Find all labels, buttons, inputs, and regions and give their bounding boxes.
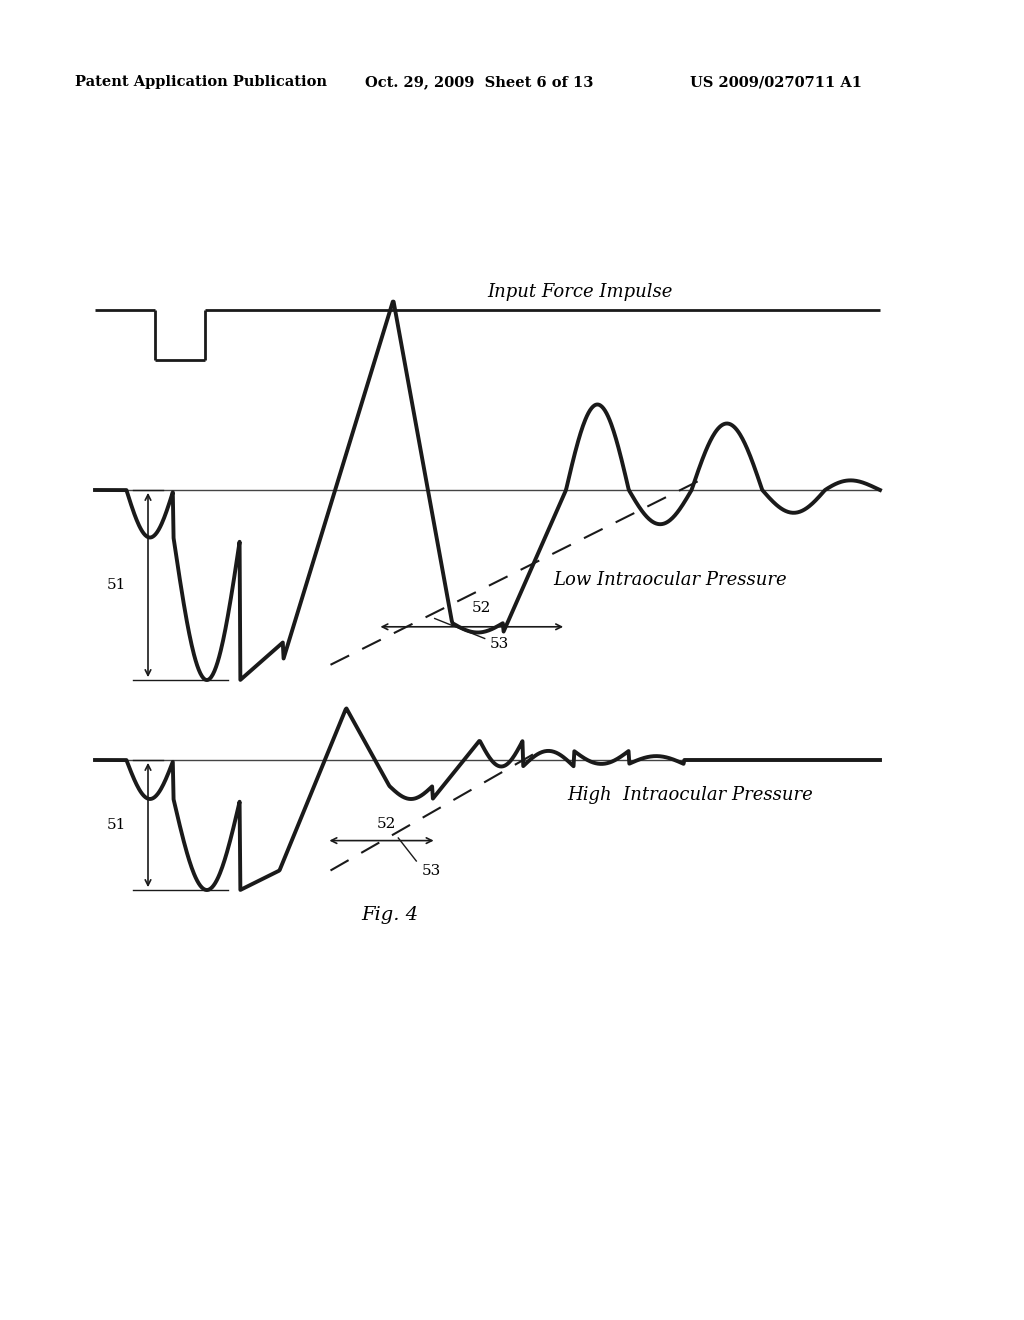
Text: 52: 52 — [377, 817, 396, 830]
Text: Oct. 29, 2009  Sheet 6 of 13: Oct. 29, 2009 Sheet 6 of 13 — [365, 75, 593, 88]
Text: 53: 53 — [421, 865, 440, 878]
Text: Fig. 4: Fig. 4 — [361, 906, 419, 924]
Text: Low Intraocular Pressure: Low Intraocular Pressure — [553, 572, 786, 589]
Text: Input Force Impulse: Input Force Impulse — [487, 282, 673, 301]
Text: 53: 53 — [489, 636, 509, 651]
Text: 51: 51 — [106, 818, 126, 832]
Text: 51: 51 — [106, 578, 126, 591]
Text: 52: 52 — [472, 601, 492, 615]
Text: Patent Application Publication: Patent Application Publication — [75, 75, 327, 88]
Text: US 2009/0270711 A1: US 2009/0270711 A1 — [690, 75, 862, 88]
Text: High  Intraocular Pressure: High Intraocular Pressure — [567, 785, 813, 804]
